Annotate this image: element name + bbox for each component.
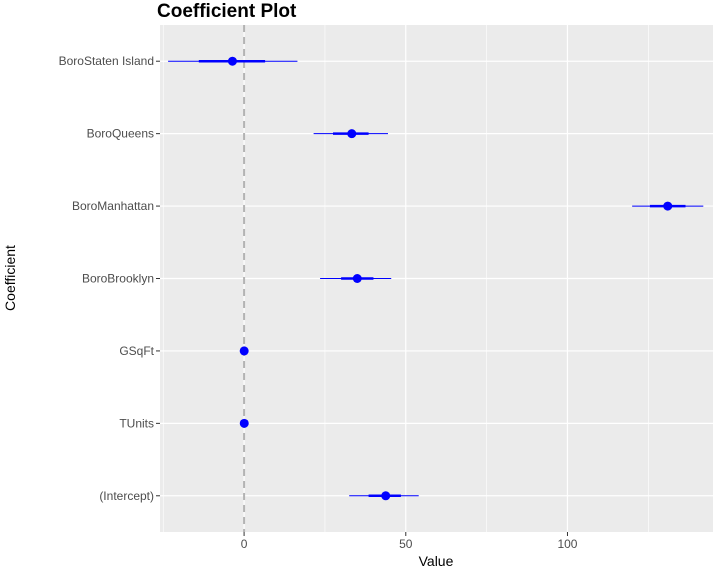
y-tick-label: BoroQueens — [87, 127, 154, 141]
coefficient-point — [347, 129, 357, 139]
coefficient-point — [239, 418, 249, 428]
coefficient-point — [381, 491, 391, 501]
y-tick-label: BoroManhattan — [72, 199, 154, 213]
y-tick-label: GSqFt — [119, 344, 154, 358]
x-axis-title: Value — [419, 553, 454, 569]
coefficient-point — [239, 346, 249, 356]
coefficient-marks — [168, 56, 704, 501]
chart-title: Coefficient Plot — [157, 1, 297, 22]
coefficient-point — [352, 274, 362, 283]
y-axis-title: Coefficient — [2, 245, 18, 311]
y-tick-labels: BoroStaten Island BoroQueens BoroManhattan… — [59, 54, 160, 503]
x-tick-label: 100 — [557, 537, 577, 551]
x-tick-label: 0 — [241, 537, 248, 551]
y-tick-label: (Intercept) — [99, 489, 154, 503]
coefficient-point — [663, 201, 673, 211]
coefficient-point — [227, 56, 237, 66]
y-tick-label: TUnits — [119, 416, 154, 430]
x-tick-label: 50 — [399, 537, 413, 551]
grid-lines — [160, 25, 713, 532]
y-tick-label: BoroStaten Island — [59, 54, 154, 68]
x-tick-labels: 0 50 100 — [241, 532, 578, 551]
y-tick-label: BoroBrooklyn — [82, 272, 154, 286]
